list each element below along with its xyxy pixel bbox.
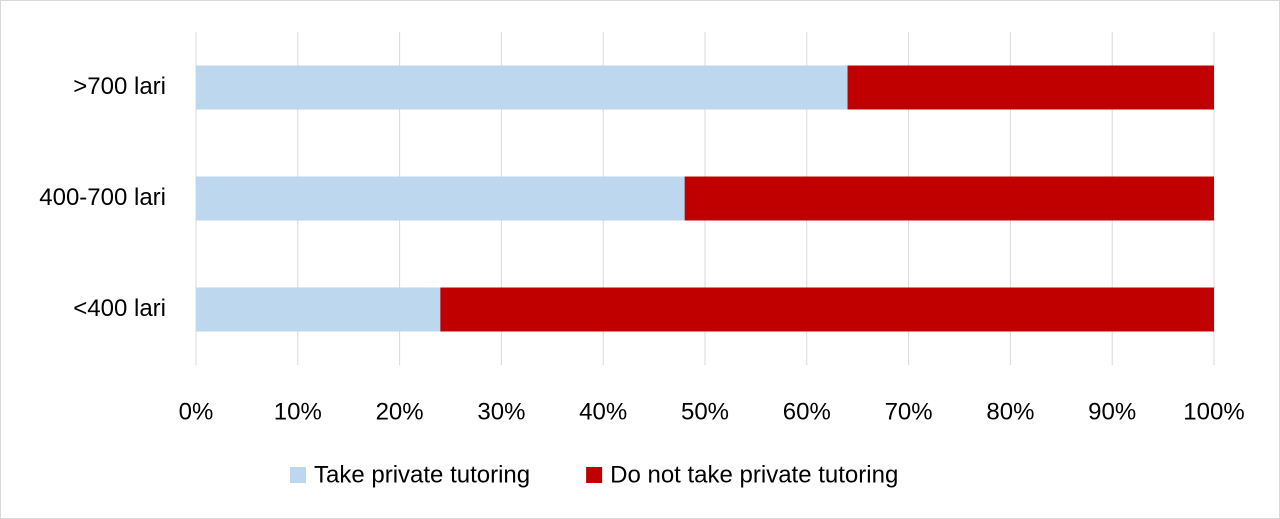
bar-segment — [847, 65, 1214, 110]
bar-segment — [196, 287, 441, 332]
x-tick-label: 20% — [376, 398, 424, 425]
x-tick-label: 70% — [885, 398, 933, 425]
x-tick-label: 10% — [274, 398, 322, 425]
x-tick-label: 40% — [579, 398, 627, 425]
x-tick-label: 30% — [477, 398, 525, 425]
legend-swatch — [290, 467, 306, 483]
x-tick-label: 80% — [986, 398, 1034, 425]
y-tick-label: >700 lari — [73, 73, 166, 100]
x-tick-label: 90% — [1088, 398, 1136, 425]
x-tick-label: 50% — [681, 398, 729, 425]
x-tick-label: 0% — [179, 398, 214, 425]
bar-segment — [684, 176, 1214, 221]
legend-swatch — [586, 467, 603, 483]
bar-segment — [440, 287, 1214, 332]
x-tick-label: 60% — [783, 398, 831, 425]
bar-segment — [196, 176, 685, 221]
legend-label: Take private tutoring — [314, 461, 530, 488]
legend-label: Do not take private tutoring — [610, 461, 898, 488]
x-tick-label: 100% — [1183, 398, 1244, 425]
bar-segment — [196, 65, 848, 110]
y-tick-label: 400-700 lari — [39, 184, 166, 211]
y-tick-label: <400 lari — [73, 295, 166, 322]
